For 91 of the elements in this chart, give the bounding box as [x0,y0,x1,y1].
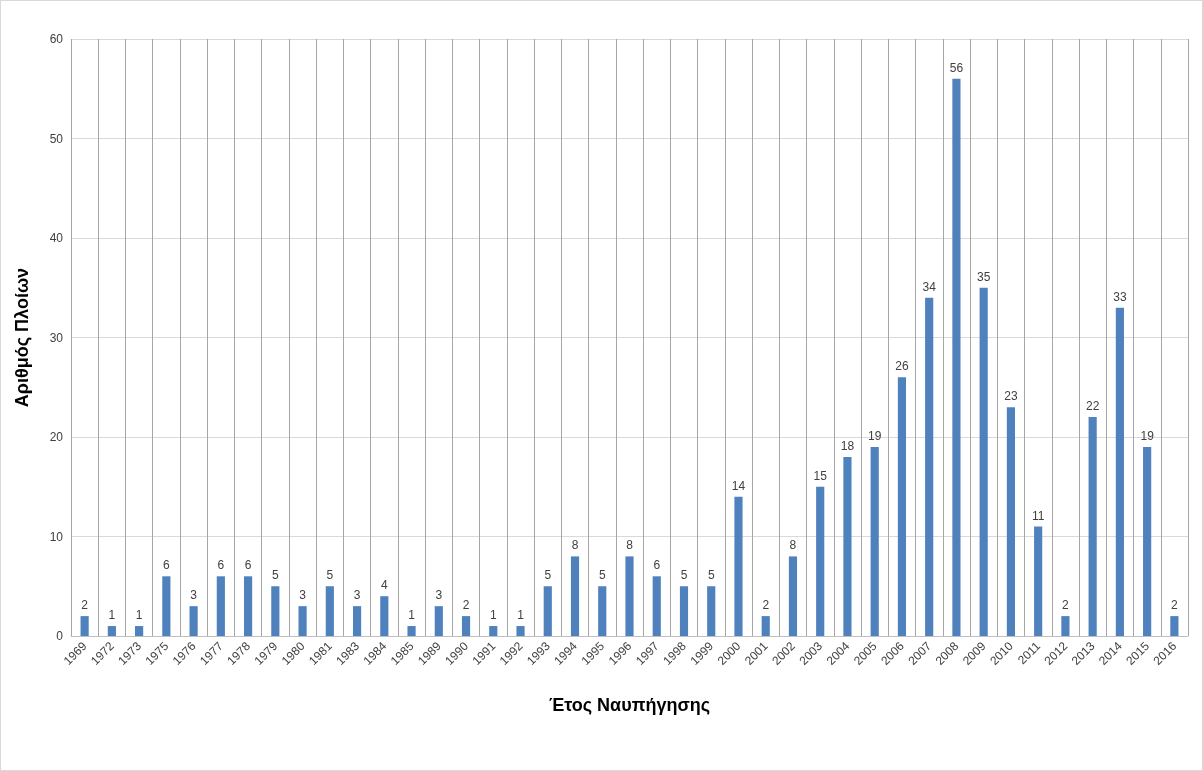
data-label: 14 [731,478,746,493]
y-axis-title: Αριθμός Πλοίων [12,267,32,408]
bar [1034,526,1043,636]
bar [516,626,525,636]
bar [162,576,171,636]
data-label: 2 [1062,598,1070,613]
data-label: 18 [840,438,855,453]
bar [1143,446,1152,636]
bar [979,287,988,636]
bar [870,446,879,636]
y-tick-label: 20 [49,430,64,444]
bar [570,556,580,636]
bar [380,596,389,636]
y-tick-label: 50 [49,131,64,146]
y-tick-label: 60 [49,32,64,46]
data-label: 2 [762,598,770,613]
data-label: 5 [326,568,334,583]
bar [80,616,89,636]
data-label: 19 [1140,428,1155,443]
bar [135,626,144,636]
data-label: 23 [1004,389,1018,404]
bar [1006,407,1015,636]
data-label: 1 [489,608,497,623]
data-label: 5 [680,568,688,583]
data-label: 2 [81,598,89,613]
bar [734,496,743,636]
bar [1115,307,1124,636]
data-label: 6 [244,558,252,573]
data-label: 15 [813,468,828,483]
bar [679,586,689,636]
y-tick-label: 40 [49,231,64,245]
x-axis-title: Έτος Ναυπήγησης [548,695,711,715]
data-label: 34 [922,279,937,294]
bar [271,586,280,636]
data-label: 6 [653,558,661,573]
data-label: 8 [571,538,579,553]
data-label: 4 [380,578,388,593]
bar [407,626,416,636]
data-label: 8 [789,538,797,553]
data-label: 3 [190,588,198,603]
bar [897,377,907,636]
data-label: 1 [135,608,143,623]
data-label: 6 [217,558,225,573]
bar [598,586,607,636]
data-label: 2 [462,598,470,613]
bar [925,297,934,636]
bar [652,576,661,636]
bar [1170,616,1179,636]
bar [707,586,716,636]
data-label: 5 [544,568,552,583]
y-tick-label: 30 [49,330,64,345]
bar [244,576,253,636]
data-label: 3 [353,588,361,603]
data-label: 33 [1113,289,1127,304]
bar [816,486,825,636]
data-label: 8 [626,538,634,553]
bar [107,626,116,636]
y-tick-label: 0 [56,629,64,643]
data-label: 56 [949,60,964,75]
data-label: 26 [895,359,909,374]
data-label: 1 [408,608,416,623]
y-tick-label: 10 [49,529,64,544]
data-label: 22 [1085,399,1100,414]
data-label: 35 [976,269,991,284]
data-label: 1 [517,608,525,623]
data-label: 6 [163,558,171,573]
bar [788,556,798,636]
bar [952,78,961,636]
bar [298,606,307,636]
bar [216,576,225,636]
bar [1061,616,1070,636]
data-label: 5 [707,568,715,583]
bar [434,606,443,636]
bar [352,606,362,636]
data-label: 1 [108,608,116,623]
data-label: 5 [598,568,606,583]
bar [543,586,552,636]
data-label: 5 [271,568,279,583]
bar [1088,417,1097,636]
bar [325,586,334,636]
bar [189,606,198,636]
data-label: 2 [1171,598,1179,613]
bar [761,616,770,636]
data-label: 11 [1031,508,1045,523]
bar [489,626,498,636]
bar [625,556,634,636]
data-label: 19 [868,428,882,443]
data-label: 3 [435,588,443,603]
bar [461,616,471,636]
bar [843,456,852,636]
data-label: 3 [299,588,307,603]
